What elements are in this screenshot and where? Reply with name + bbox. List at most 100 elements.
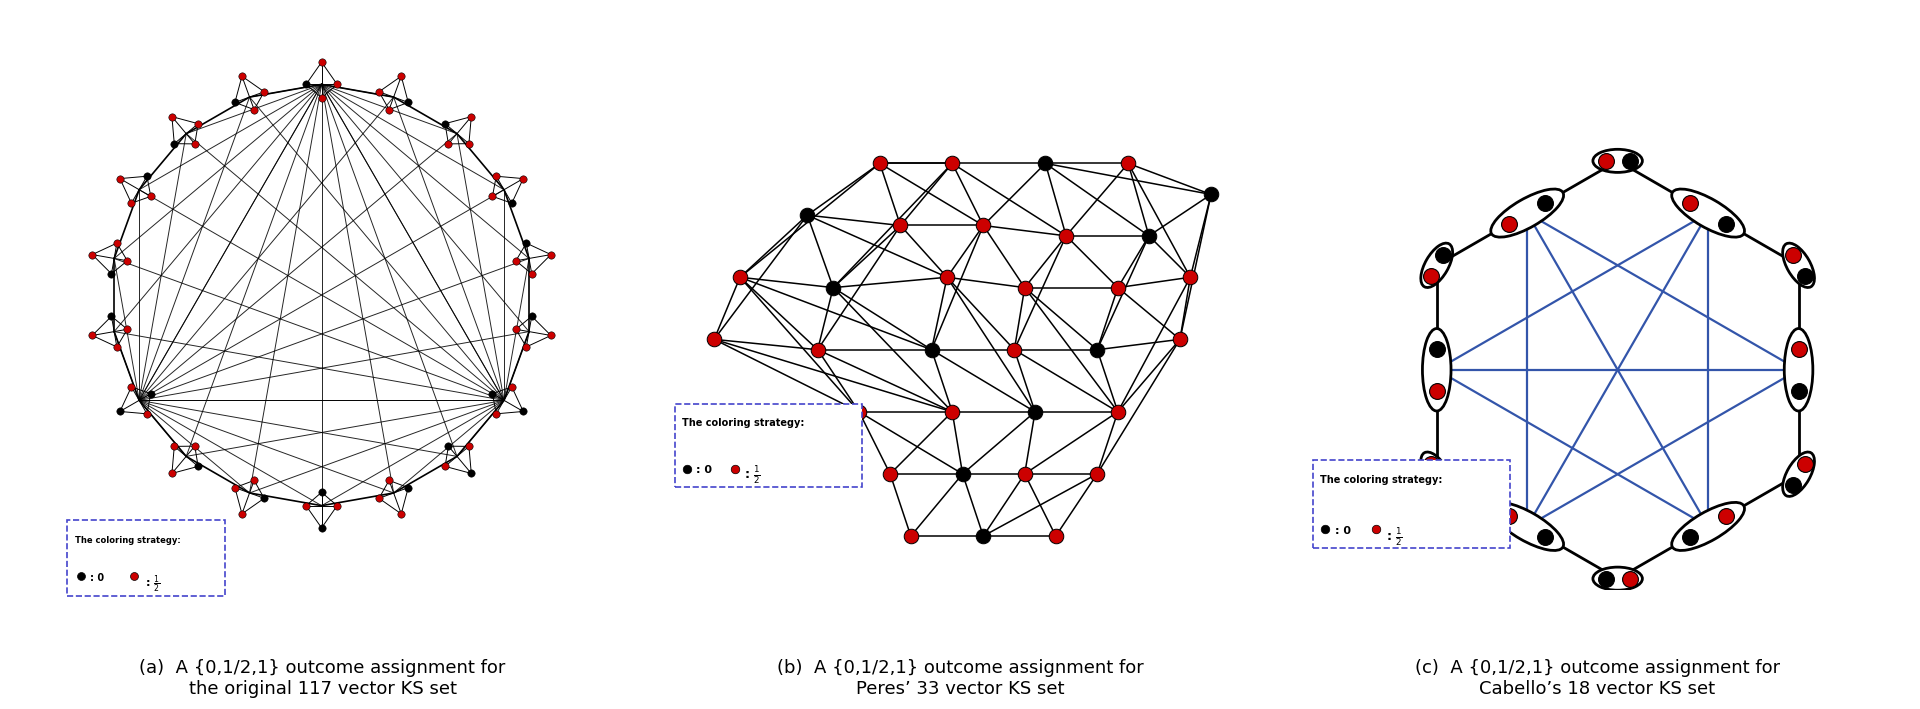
Point [501,323,532,335]
Point [720,463,751,474]
Point [250,493,280,504]
Point [1133,230,1164,242]
Text: : 0: : 0 [1334,525,1350,535]
Point [1530,531,1561,542]
Ellipse shape [1784,328,1812,411]
Point [1789,270,1820,281]
Point [77,249,108,260]
Ellipse shape [1423,328,1452,411]
Point [1102,406,1133,418]
Point [497,198,528,209]
Point [895,530,925,542]
Point [864,157,895,169]
Ellipse shape [1421,452,1453,496]
Point [136,388,167,399]
Point [1165,334,1196,345]
Text: : 0: : 0 [697,465,712,475]
Ellipse shape [1421,243,1453,287]
Point [1415,458,1446,469]
Point [363,86,394,97]
Ellipse shape [1782,243,1814,287]
Point [250,86,280,97]
Point [947,468,977,479]
Point [699,334,730,345]
Point [227,70,257,82]
FancyBboxPatch shape [67,520,225,596]
Point [1789,458,1820,469]
Point [1674,197,1705,208]
Point [374,475,405,486]
Point [843,406,874,418]
Point [136,191,167,202]
Point [453,441,484,452]
Text: : 0: : 0 [90,573,104,583]
Point [1102,282,1133,294]
Point [476,191,507,202]
Point [1615,573,1645,584]
Text: : $\frac{1}{2}$: : $\frac{1}{2}$ [1386,525,1404,547]
Point [536,249,566,260]
Point [931,272,962,283]
Point [455,111,486,123]
Point [1196,189,1227,200]
Point [516,268,547,279]
Point [876,468,906,479]
Point [1029,157,1060,169]
Point [1674,531,1705,542]
Point [323,79,353,90]
Point [476,388,507,399]
Point [1081,344,1112,355]
Point [1010,468,1041,479]
Point [1711,510,1741,522]
Point [290,79,321,90]
Point [104,406,134,417]
Point [115,198,146,209]
Point [1530,197,1561,208]
Point [1494,218,1524,229]
Point [111,323,142,335]
Point [238,475,269,486]
Point [453,138,484,150]
Point [159,441,190,452]
Point [1427,249,1457,260]
Text: The coloring strategy:: The coloring strategy: [682,418,804,428]
Point [724,272,755,283]
Point [1421,343,1452,354]
Point [1050,230,1081,242]
FancyBboxPatch shape [1313,460,1511,549]
Point [803,344,833,355]
Text: The coloring strategy:: The coloring strategy: [75,536,180,545]
Point [1784,385,1814,396]
Point [1175,272,1206,283]
Text: (a)  A {0,1/2,1} outcome assignment for
the original 117 vector KS set: (a) A {0,1/2,1} outcome assignment for t… [140,659,505,698]
Point [374,104,405,116]
Point [307,486,338,498]
Point [238,104,269,116]
Point [1041,530,1071,542]
Point [455,468,486,479]
Point [307,92,338,104]
Point [307,57,338,68]
Ellipse shape [1490,503,1563,550]
Point [102,341,132,352]
Point [1590,155,1620,167]
Point [157,111,188,123]
Point [96,268,127,279]
Point [323,500,353,511]
Point [1778,479,1809,491]
Point [227,508,257,520]
Point [1010,282,1041,294]
Point [516,311,547,322]
Point [1361,523,1392,535]
Point [480,408,511,420]
Point [1309,523,1340,535]
Point [1081,468,1112,479]
Point [818,282,849,294]
Point [1615,155,1645,167]
Ellipse shape [1594,567,1642,590]
Point [916,344,947,355]
Point [104,173,134,184]
Text: The coloring strategy:: The coloring strategy: [1319,475,1442,485]
Point [182,118,213,129]
Point [132,171,163,182]
